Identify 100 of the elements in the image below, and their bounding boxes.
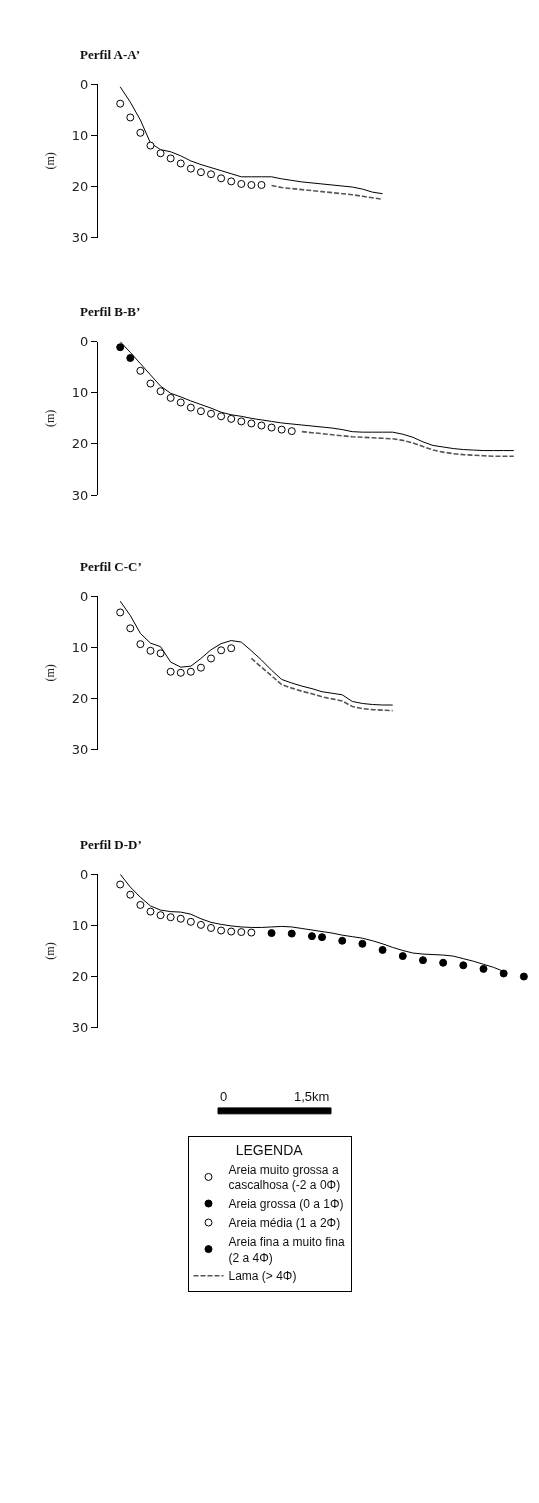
point bbox=[287, 929, 296, 938]
point bbox=[267, 929, 276, 938]
chart-title: Perfil B-B’ bbox=[80, 304, 141, 319]
point bbox=[156, 911, 165, 920]
y-tick-label: 10 bbox=[71, 127, 89, 143]
point bbox=[207, 923, 216, 932]
chart-title: Perfil A-A’ bbox=[80, 47, 141, 62]
y-tick-label: 30 bbox=[71, 742, 89, 758]
point bbox=[227, 644, 236, 653]
point bbox=[116, 99, 125, 108]
point bbox=[479, 964, 488, 973]
legend-label: Areia fina a muito fina (2 a 4Φ) bbox=[228, 1235, 345, 1265]
y-tick-label: 30 bbox=[71, 1020, 89, 1036]
point bbox=[207, 409, 216, 418]
legend-label: Areia grossa (0 a 1Φ) bbox=[228, 1197, 344, 1212]
point bbox=[217, 926, 226, 935]
point bbox=[257, 421, 266, 430]
point bbox=[217, 174, 226, 183]
point bbox=[176, 398, 185, 407]
point bbox=[307, 932, 316, 941]
point bbox=[126, 113, 135, 122]
y-tick-label: 20 bbox=[71, 969, 89, 985]
point bbox=[146, 646, 155, 655]
point bbox=[207, 654, 216, 663]
point bbox=[196, 920, 205, 929]
point bbox=[166, 393, 175, 402]
legend-label: Areia média (1 a 2Φ) bbox=[228, 1216, 341, 1231]
point bbox=[146, 141, 155, 150]
y-tick-label: 0 bbox=[80, 334, 89, 350]
y-tick-label: 0 bbox=[80, 76, 89, 92]
line-series bbox=[119, 86, 384, 195]
chart-title: Perfil C-C’ bbox=[80, 559, 142, 574]
point bbox=[156, 149, 165, 158]
point bbox=[116, 608, 125, 617]
point bbox=[247, 419, 256, 428]
point bbox=[358, 939, 367, 948]
y-axis-title: (m) bbox=[43, 942, 58, 960]
y-tick-label: 20 bbox=[71, 179, 89, 195]
legend-label: Lama (> 4Φ) bbox=[228, 1269, 297, 1284]
y-tick-label: 30 bbox=[71, 230, 89, 246]
point bbox=[318, 933, 327, 942]
point bbox=[176, 914, 185, 923]
point bbox=[439, 958, 448, 967]
text: 0 bbox=[220, 1089, 228, 1104]
point bbox=[227, 927, 236, 936]
point bbox=[136, 640, 145, 649]
y-tick-label: 10 bbox=[71, 639, 89, 655]
y-tick-label: 0 bbox=[80, 866, 89, 882]
point bbox=[166, 667, 175, 676]
line-series bbox=[301, 430, 515, 458]
point bbox=[217, 412, 226, 421]
point bbox=[116, 343, 125, 352]
point bbox=[217, 646, 226, 655]
point bbox=[378, 945, 387, 954]
point bbox=[247, 180, 256, 189]
point bbox=[176, 159, 185, 168]
text: 1,5km bbox=[294, 1089, 330, 1104]
point bbox=[237, 179, 246, 188]
point bbox=[267, 423, 276, 432]
point bbox=[156, 649, 165, 658]
point bbox=[237, 928, 246, 937]
point bbox=[227, 414, 236, 423]
point bbox=[166, 154, 175, 163]
y-tick-label: 20 bbox=[71, 436, 89, 452]
point bbox=[418, 956, 427, 965]
point bbox=[519, 972, 528, 981]
point bbox=[338, 936, 347, 945]
point bbox=[196, 407, 205, 416]
point bbox=[136, 900, 145, 909]
point bbox=[398, 952, 407, 961]
point bbox=[277, 425, 286, 434]
point bbox=[499, 969, 508, 978]
point bbox=[196, 168, 205, 177]
point bbox=[257, 180, 266, 189]
point bbox=[176, 668, 185, 677]
point bbox=[146, 379, 155, 388]
y-tick-label: 20 bbox=[71, 690, 89, 706]
y-axis-title: (m) bbox=[43, 152, 58, 170]
y-tick-label: 30 bbox=[71, 487, 89, 503]
point bbox=[186, 164, 195, 173]
point bbox=[156, 387, 165, 396]
point bbox=[247, 928, 256, 937]
point bbox=[227, 177, 236, 186]
point bbox=[166, 913, 175, 922]
y-axis-title: (m) bbox=[43, 664, 58, 682]
y-tick-label: 10 bbox=[71, 385, 89, 401]
point bbox=[146, 907, 155, 916]
point bbox=[186, 403, 195, 412]
chart-title: Perfil D-D’ bbox=[80, 837, 142, 852]
point bbox=[126, 624, 135, 633]
line-series bbox=[270, 184, 384, 201]
point bbox=[207, 170, 216, 179]
point bbox=[186, 917, 195, 926]
point bbox=[237, 417, 246, 426]
point bbox=[126, 890, 135, 899]
point bbox=[126, 354, 135, 362]
line-series bbox=[119, 600, 394, 706]
point bbox=[287, 427, 296, 436]
y-tick-label: 10 bbox=[71, 917, 89, 933]
point bbox=[196, 663, 205, 672]
